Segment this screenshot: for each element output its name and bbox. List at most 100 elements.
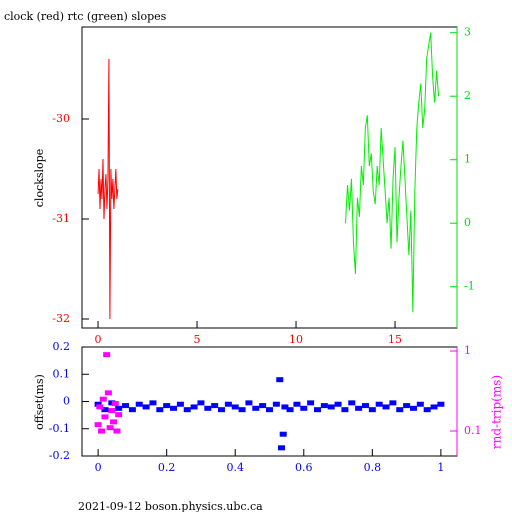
data-point [156,407,164,413]
y2-tick-label: 1 [464,344,471,357]
data-point [96,404,104,410]
x-tick-label: 10 [289,333,303,346]
y2-tick-label: 2 [464,89,471,102]
data-point [106,425,114,431]
data-point [110,419,118,425]
chart-title: clock (red) rtc (green) slopes [4,10,167,23]
x-tick-label: 0.4 [226,461,244,474]
data-point [259,403,267,409]
data-point [423,407,431,413]
data-point [403,403,411,409]
y-tick-label: -31 [52,212,70,225]
data-point [111,401,119,407]
data-point [238,407,246,413]
y-axis-label: offset(ms) [33,374,46,430]
data-point [348,400,356,406]
data-point [389,400,397,406]
y-tick-label: -32 [52,312,70,325]
data-point [103,352,111,358]
data-point [334,401,342,407]
data-point [277,445,285,451]
y2-tick-label: 0.1 [464,424,482,437]
data-point [281,404,289,410]
data-point [183,407,191,413]
data-point [396,407,404,413]
data-point [361,403,369,409]
data-point [113,428,121,434]
data-point [231,404,239,410]
data-point [211,403,219,409]
data-point [430,404,438,410]
data-point [104,390,112,396]
data-point [409,405,417,411]
data-point [135,401,143,407]
y2-axis-label: rnd-trip(ms) [490,375,504,449]
data-point [204,405,212,411]
data-point [101,407,109,413]
y-axis-label: clockslope [33,149,46,207]
x-tick-label: 0.2 [158,461,176,474]
data-point [252,405,260,411]
x-tick-label: 0.6 [295,461,313,474]
data-point [245,400,253,406]
footer: 2021-09-12 boson.physics.ubc.ca [78,500,263,512]
data-point [99,396,107,402]
data-point [276,377,284,383]
data-point [300,405,308,411]
data-point [108,408,116,414]
data-point [355,405,363,411]
y-tick-label: -0.1 [49,422,70,435]
y2-tick-label: 1 [464,153,471,166]
data-point [128,407,136,413]
data-point [142,404,150,410]
data-point [190,404,198,410]
data-point [293,401,301,407]
data-point [115,405,123,411]
data-point [170,405,178,411]
data-point [149,400,157,406]
x-tick-label: 0 [95,461,102,474]
series-line [97,58,119,320]
data-point [286,407,294,413]
y2-tick-label: 3 [464,26,471,39]
data-point [115,412,123,418]
y-tick-label: 0.1 [53,367,71,380]
x-tick-label: 15 [388,333,402,346]
data-point [94,401,102,407]
data-point [327,404,335,410]
x-tick-label: 0.8 [364,461,382,474]
data-point [176,401,184,407]
series-line [345,32,440,313]
data-point [266,407,273,413]
data-point [416,401,424,407]
data-point [101,414,109,420]
y2-tick-label: -1 [464,280,475,293]
data-point [224,401,232,407]
y2-tick-label: 0 [464,216,471,229]
data-point [279,431,287,437]
data-point [163,403,171,409]
data-point [218,407,226,413]
data-point [307,400,315,406]
y-tick-label: -30 [52,112,70,125]
data-point [122,403,130,409]
y-tick-label: -0.2 [49,449,70,462]
data-point [197,400,205,406]
data-point [341,407,349,413]
data-point [313,407,321,413]
data-point [382,404,390,410]
data-point [375,401,383,407]
x-tick-label: 0 [95,333,102,346]
x-tick-label: 5 [194,333,201,346]
data-point [320,403,328,409]
x-tick-label: 1 [437,461,444,474]
data-point [437,401,445,407]
data-point [272,401,280,407]
y-tick-label: 0.2 [53,340,71,353]
data-point [98,428,106,434]
data-point [368,407,376,413]
y-tick-label: 0 [63,395,70,408]
data-point [94,422,102,428]
